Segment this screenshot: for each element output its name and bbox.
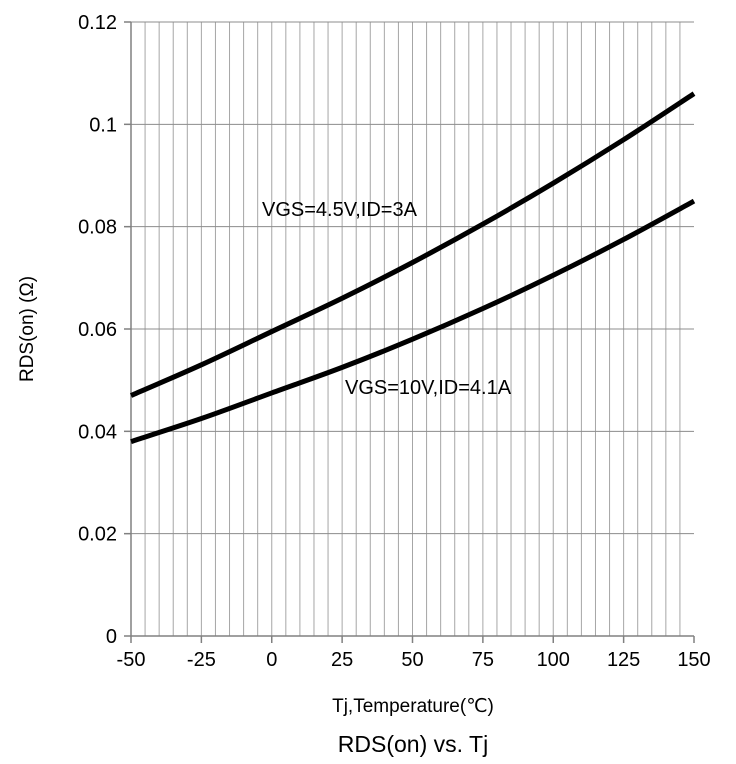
y-tick-labels: 0 0.02 0.04 0.06 0.08 0.1 0.12 <box>78 12 117 648</box>
x-tick-label: 0 <box>266 649 277 671</box>
y-tick-label: 0.12 <box>78 12 117 34</box>
y-tick-label: 0.02 <box>78 524 117 546</box>
y-tick-label: 0.1 <box>89 114 117 136</box>
axes <box>124 21 695 643</box>
x-tick-label: 75 <box>472 649 494 671</box>
y-tick-label: 0.04 <box>78 421 117 443</box>
x-tick-label: 150 <box>677 649 710 671</box>
chart-title: RDS(on) vs. Tj <box>338 731 488 757</box>
x-tick-label: 100 <box>537 649 570 671</box>
x-tick-label: -50 <box>117 649 146 671</box>
curves <box>130 91 696 444</box>
x-tick-labels: -50 -25 0 25 50 75 100 125 150 <box>117 649 711 671</box>
series-label-vgs-4-5v: VGS=4.5V,ID=3A <box>262 199 418 221</box>
series-label-vgs-10v: VGS=10V,ID=4.1A <box>345 377 512 399</box>
x-tick-label: 25 <box>331 649 353 671</box>
x-tick-label: -25 <box>187 649 216 671</box>
y-tick-label: 0 <box>106 626 117 648</box>
y-axis-label: RDS(on) (Ω) <box>17 276 38 382</box>
y-tick-label: 0.08 <box>78 217 117 239</box>
series-line-1 <box>130 198 696 444</box>
x-axis-label: Tj,Temperature(℃) <box>332 696 494 717</box>
x-tick-label: 50 <box>401 649 423 671</box>
series-line-0 <box>130 91 696 398</box>
y-tick-label: 0.06 <box>78 319 117 341</box>
grid <box>131 21 694 636</box>
x-tick-label: 125 <box>607 649 640 671</box>
